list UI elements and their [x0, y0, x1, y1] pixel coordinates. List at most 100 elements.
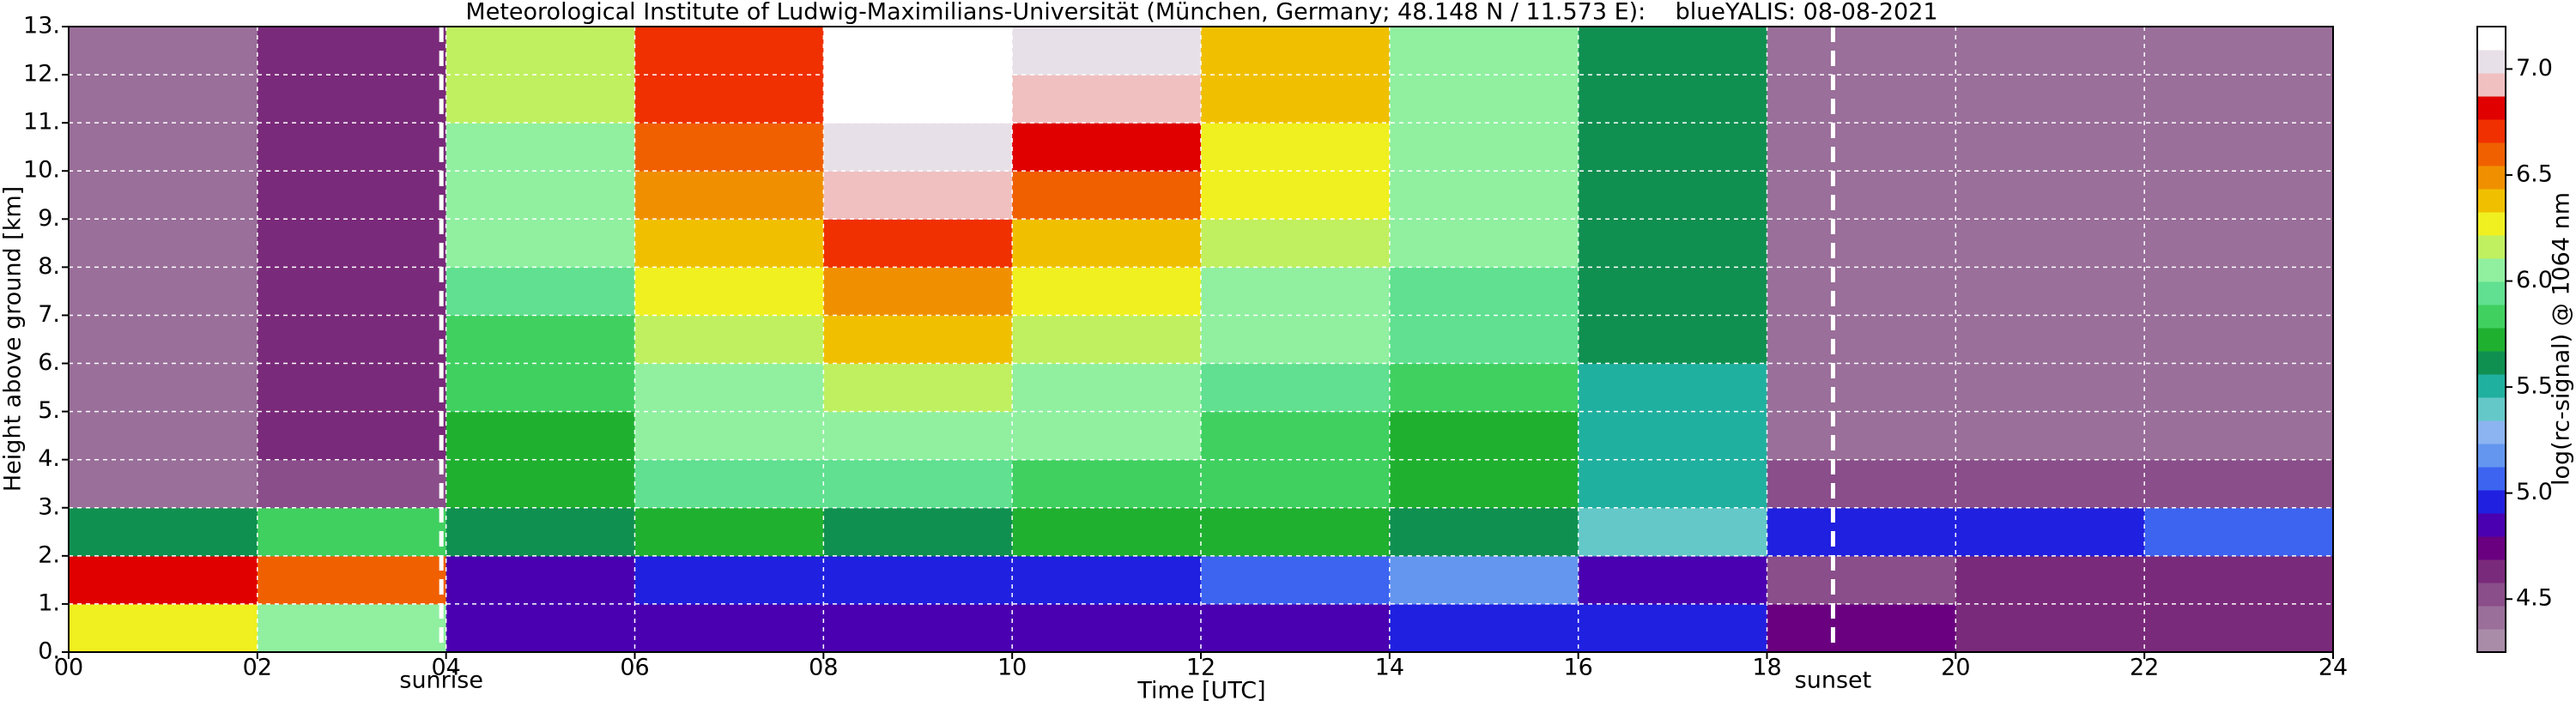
- heatmap-cell: [69, 315, 258, 365]
- colorbar-tick-label: 6.5: [2516, 160, 2553, 187]
- colorbar-tick-label: 5.0: [2516, 479, 2553, 505]
- x-tick-label: 02: [243, 655, 272, 681]
- x-axis-label: Time [UTC]: [1136, 678, 1265, 704]
- heatmap-cell: [1389, 267, 1579, 316]
- annotation-label: sunrise: [399, 668, 483, 694]
- heatmap-cell: [823, 267, 1013, 316]
- heatmap-cell: [1578, 315, 1767, 365]
- y-tick-label: 8.: [38, 253, 60, 280]
- heatmap-cell: [2144, 315, 2334, 365]
- heatmap-cell: [823, 75, 1013, 124]
- heatmap-cell: [1012, 603, 1202, 653]
- heatmap-cell: [1578, 219, 1767, 268]
- heatmap-cell: [2144, 27, 2334, 76]
- y-tick-label: 2.: [38, 541, 60, 568]
- heatmap-cell: [1012, 123, 1202, 172]
- colorbar-swatch: [2477, 420, 2506, 444]
- heatmap-cell: [445, 267, 635, 316]
- heatmap-cell: [445, 123, 635, 172]
- heatmap-cell: [1767, 219, 1956, 268]
- heatmap-cell: [1955, 219, 2145, 268]
- heatmap-cell: [1955, 123, 2145, 172]
- plot-frame: [68, 26, 2334, 653]
- colorbar-swatch: [2477, 281, 2506, 305]
- y-tick-label: 13.: [23, 13, 60, 39]
- heatmap-cell: [634, 363, 824, 413]
- colorbar-swatch: [2477, 490, 2506, 514]
- heatmap-cell: [1389, 411, 1579, 461]
- heatmap-cell: [1012, 267, 1202, 316]
- x-tick-label: 20: [1941, 655, 1970, 681]
- x-tick-label: 06: [620, 655, 649, 681]
- heatmap-cell: [1012, 315, 1202, 365]
- heatmap-cell: [634, 171, 824, 220]
- heatmap-cell: [634, 219, 824, 268]
- colorbar-swatch: [2477, 374, 2506, 398]
- colorbar-swatch: [2477, 351, 2506, 375]
- y-tick-label: 11.: [23, 109, 60, 136]
- heatmap-cell: [1767, 267, 1956, 316]
- heatmap-cell: [445, 459, 635, 509]
- heatmap-cell: [257, 171, 447, 220]
- heatmap-cell: [257, 411, 447, 461]
- heatmap-cell: [1955, 315, 2145, 365]
- heatmap-cell: [257, 75, 447, 124]
- heatmap-cell: [1201, 27, 1391, 76]
- heatmap-cell: [823, 171, 1013, 220]
- colorbar-swatch: [2477, 189, 2506, 213]
- heatmap-cell: [1201, 219, 1391, 268]
- heatmap-cell: [1012, 411, 1202, 461]
- heatmap-cell: [69, 363, 258, 413]
- heatmap-cell: [69, 411, 258, 461]
- heatmap-cell: [1201, 603, 1391, 653]
- colorbar-label: log(rc-signal) @ 1064 nm: [2549, 192, 2575, 486]
- y-tick-label: 4.: [38, 445, 60, 472]
- heatmap-cell: [1012, 219, 1202, 268]
- heatmap-cell: [1389, 315, 1579, 365]
- y-tick-label: 0.: [38, 638, 60, 665]
- heatmap-cell: [445, 411, 635, 461]
- heatmap-cell: [1201, 363, 1391, 413]
- heatmap-cell: [1955, 171, 2145, 220]
- heatmap-cell: [634, 555, 824, 605]
- heatmap-cell: [1389, 219, 1579, 268]
- heatmap-cell: [1767, 123, 1956, 172]
- heatmap-cell: [2144, 123, 2334, 172]
- heatmap-cell: [2144, 459, 2334, 509]
- heatmap-cell: [1767, 75, 1956, 124]
- heatmap-cell: [445, 507, 635, 557]
- heatmap-cell: [1955, 507, 2145, 557]
- heatmap-cell: [1201, 507, 1391, 557]
- colorbar-swatch: [2477, 559, 2506, 583]
- heatmap-cell: [1955, 411, 2145, 461]
- colorbar-swatch: [2477, 629, 2506, 653]
- heatmap-cell: [2144, 507, 2334, 557]
- heatmap-cell: [823, 411, 1013, 461]
- heatmap-cell: [1578, 123, 1767, 172]
- heatmap-cell: [1201, 75, 1391, 124]
- heatmap-cell: [823, 315, 1013, 365]
- heatmap-cell: [1201, 171, 1391, 220]
- heatmap-cell: [69, 219, 258, 268]
- colorbar-swatch: [2477, 305, 2506, 329]
- heatmap-cell: [1578, 459, 1767, 509]
- heatmap-cell: [823, 123, 1013, 172]
- heatmap-cell: [257, 123, 447, 172]
- heatmap-cell: [1767, 363, 1956, 413]
- colorbar-swatch: [2477, 235, 2506, 259]
- heatmap-cell: [445, 603, 635, 653]
- heatmap-cell: [823, 603, 1013, 653]
- heatmap-cell: [634, 603, 824, 653]
- heatmap-cell: [1201, 459, 1391, 509]
- heatmap-cell: [1578, 507, 1767, 557]
- colorbar-swatch: [2477, 258, 2506, 282]
- x-tick-label: 16: [1563, 655, 1592, 681]
- colorbar-swatch: [2477, 119, 2506, 143]
- y-tick-label: 9.: [38, 205, 60, 232]
- heatmap-cell: [1955, 363, 2145, 413]
- heatmap-cell: [634, 27, 824, 76]
- heatmap-cell: [1201, 315, 1391, 365]
- y-tick-label: 5.: [38, 397, 60, 424]
- heatmap-cell: [823, 459, 1013, 509]
- heatmap-cell: [1201, 123, 1391, 172]
